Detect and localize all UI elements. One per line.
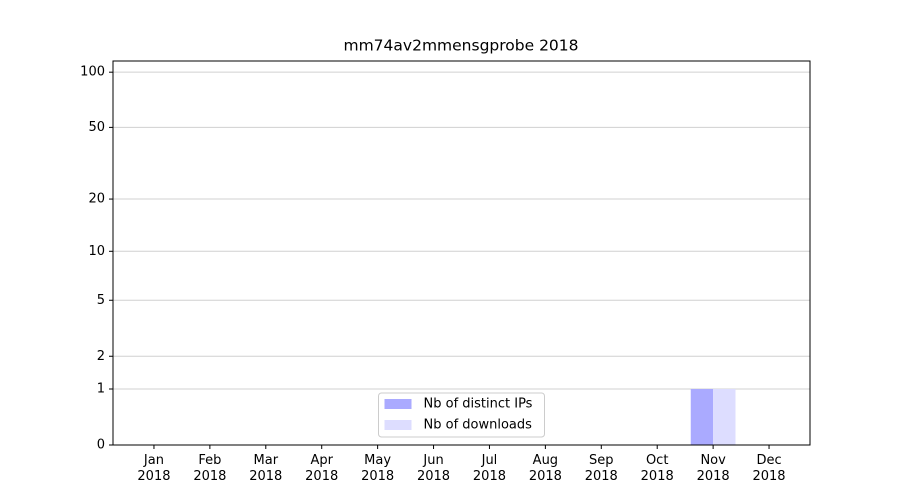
x-tick-label: Jul 2018: [472, 453, 506, 484]
chart-title: mm74av2mmensgprobe 2018: [343, 37, 578, 55]
legend-swatch: [384, 399, 412, 409]
x-tick-label: Jun 2018: [416, 453, 451, 484]
legend-swatch: [384, 420, 412, 430]
legend-frame: [378, 392, 545, 438]
y-tick-label: 0: [97, 438, 105, 453]
x-tick-label: Jan 2018: [137, 453, 171, 484]
legend: Nb of distinct IPs Nb of downloads: [378, 392, 545, 438]
y-tick-label: 5: [97, 293, 105, 308]
y-tick-label: 100: [80, 65, 105, 80]
x-tick-label: Oct 2018: [640, 453, 674, 484]
bar: [690, 389, 714, 445]
x-tick-label: Dec 2018: [752, 453, 786, 484]
x-tick-label: Feb 2018: [193, 453, 227, 484]
x-tick-label: Apr 2018: [305, 453, 339, 484]
y-tick-label: 20: [88, 192, 105, 207]
x-tick-label: Aug 2018: [528, 453, 562, 484]
bar: [713, 389, 736, 445]
legend-label: Nb of distinct IPs: [424, 397, 533, 412]
x-tick-label: Mar 2018: [249, 453, 283, 484]
plot-frame: [112, 60, 811, 446]
y-tick-label: 50: [88, 120, 105, 135]
y-tick-label: 2: [97, 349, 105, 364]
x-tick-label: May 2018: [361, 453, 395, 484]
y-tick-label: 10: [88, 244, 105, 259]
x-tick-label: Sep 2018: [584, 453, 618, 484]
legend-label: Nb of downloads: [424, 418, 533, 433]
y-tick-label: 1: [97, 382, 105, 397]
x-tick-label: Nov 2018: [696, 453, 730, 484]
